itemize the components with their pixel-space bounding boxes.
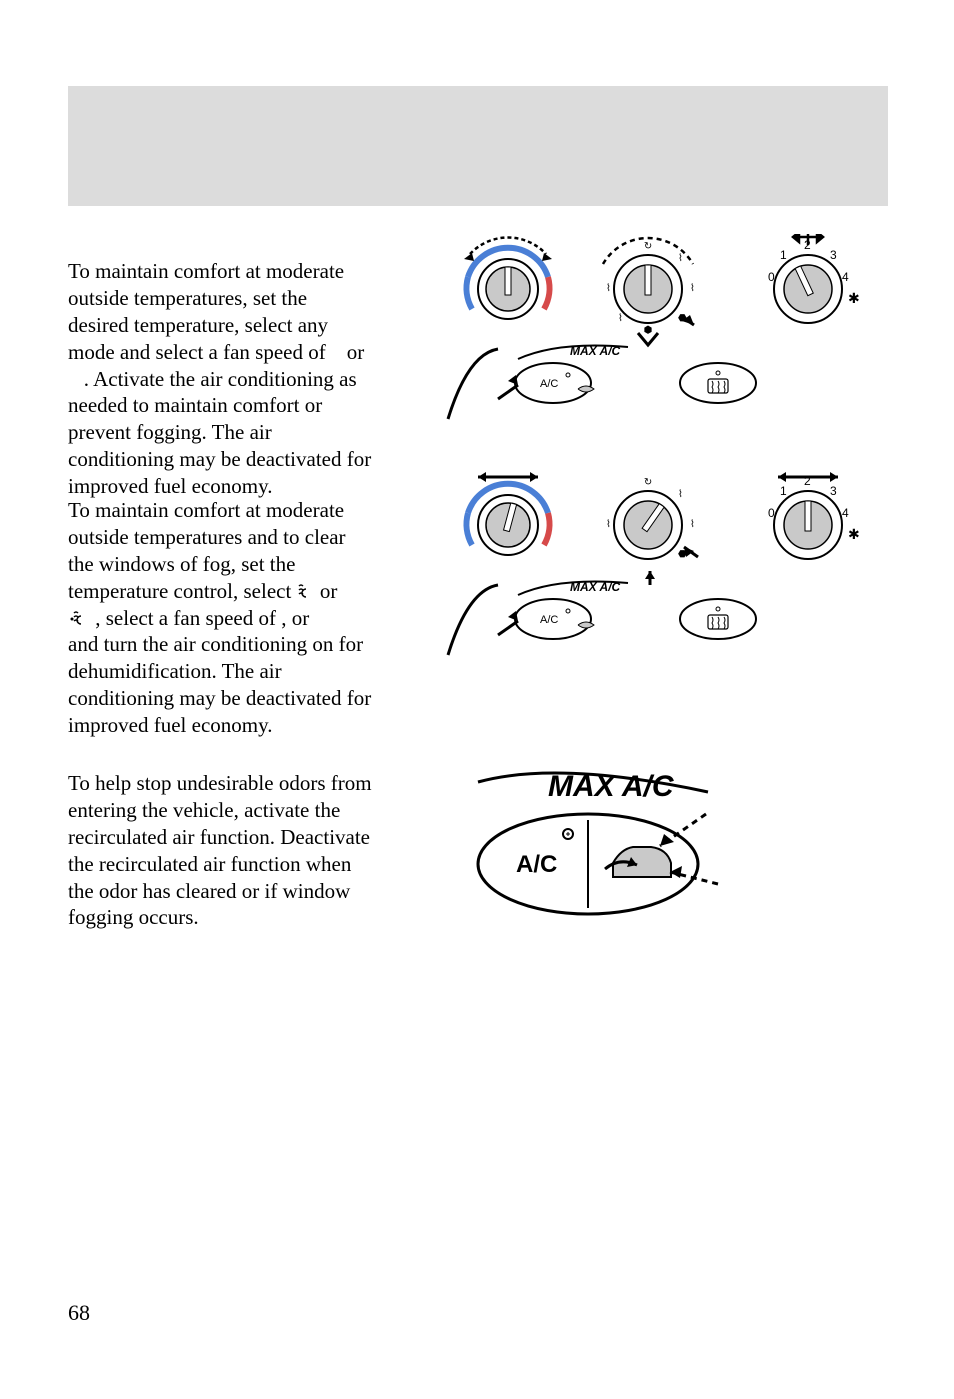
fan-label-4: 4 (842, 270, 849, 284)
svg-text:⌇: ⌇ (606, 283, 611, 294)
svg-text:⌇: ⌇ (678, 253, 683, 264)
svg-text:⌇: ⌇ (678, 489, 683, 500)
svg-text:✱: ✱ (848, 528, 860, 543)
text-line: the recirculated air function when (68, 852, 351, 876)
svg-text:↻: ↻ (644, 477, 652, 488)
text-line: or (341, 340, 364, 364)
text-line: and turn the air conditioning on for (68, 632, 363, 656)
text-line: conditioning may be deactivated for (68, 686, 371, 710)
svg-text:↻: ↻ (644, 241, 652, 252)
svg-text:⌇: ⌇ (690, 283, 695, 294)
climate-control-diagram-2: ↻ ⌇ ⌇ ⬣ ⌇ 0 1 2 3 4 ✱ MAX A/C A/C (438, 470, 886, 660)
fan-label-1: 1 (780, 484, 787, 498)
text-line: prevent fogging. The air (68, 420, 272, 444)
text-line: temperature control, select (68, 579, 297, 603)
svg-text:⌇: ⌇ (690, 519, 695, 530)
climate-control-diagram-1: ↻ ⌇ ⌇ ⬣ ⬢ ⌇ ⌇ 0 1 2 3 4 ✱ MAX A/C (438, 234, 886, 424)
text-line: . Activate the air conditioning as (79, 367, 357, 391)
ac-label-big: A/C (516, 851, 557, 878)
text-line: desired temperature, select any (68, 313, 328, 337)
text-line: outside temperatures and to clear (68, 525, 346, 549)
text-line: outside temperatures, set the (68, 286, 307, 310)
text-line: fogging occurs. (68, 905, 199, 929)
text-line: To maintain comfort at moderate (68, 259, 344, 283)
text-line: To help stop undesirable odors from (68, 771, 372, 795)
paragraph-fog: To maintain comfort at moderate outside … (68, 497, 438, 739)
text-line: conditioning may be deactivated for (68, 447, 371, 471)
fan-label-0: 0 (768, 270, 775, 284)
placeholder-icon (331, 340, 342, 364)
max-ac-label-big: MAX A/C (548, 770, 675, 803)
text-line: , select a fan speed of , or (90, 606, 309, 630)
max-ac-label: MAX A/C (570, 580, 621, 594)
fan-label-0: 0 (768, 506, 775, 520)
ac-label: A/C (540, 614, 558, 626)
text-line: To maintain comfort at moderate (68, 498, 344, 522)
text-line: improved fuel economy. (68, 474, 273, 498)
svg-text:✱: ✱ (848, 292, 860, 307)
text-line: needed to maintain comfort or (68, 393, 322, 417)
svg-text:⬢: ⬢ (644, 325, 653, 336)
text-line: mode and select a fan speed of (68, 340, 331, 364)
text-line: dehumidification. The air (68, 659, 282, 683)
text-line: the odor has cleared or if window (68, 879, 350, 903)
ac-label: A/C (540, 378, 558, 390)
fan-label-3: 3 (830, 484, 837, 498)
panel-vent-icon (297, 583, 315, 601)
placeholder-icon (68, 367, 79, 391)
fan-label-1: 1 (780, 248, 787, 262)
svg-text:⌇: ⌇ (618, 313, 623, 324)
fan-label-3: 3 (830, 248, 837, 262)
paragraph-odor: To help stop undesirable odors from ente… (68, 770, 438, 931)
page-number: 68 (68, 1300, 90, 1326)
header-bar (68, 86, 888, 206)
paragraph-moderate: To maintain comfort at moderate outside … (68, 258, 438, 500)
text-line: the windows of fog, set the (68, 552, 295, 576)
fan-label-4: 4 (842, 506, 849, 520)
recirc-button-diagram: MAX A/C A/C (438, 764, 768, 924)
text-line: or (315, 579, 338, 603)
max-ac-label: MAX A/C (570, 344, 621, 358)
text-line: improved fuel economy. (68, 713, 273, 737)
svg-text:⌇: ⌇ (606, 519, 611, 530)
text-line: entering the vehicle, activate the (68, 798, 340, 822)
text-line: recirculated air function. Deactivate (68, 825, 370, 849)
floor-panel-vent-icon (68, 610, 90, 628)
